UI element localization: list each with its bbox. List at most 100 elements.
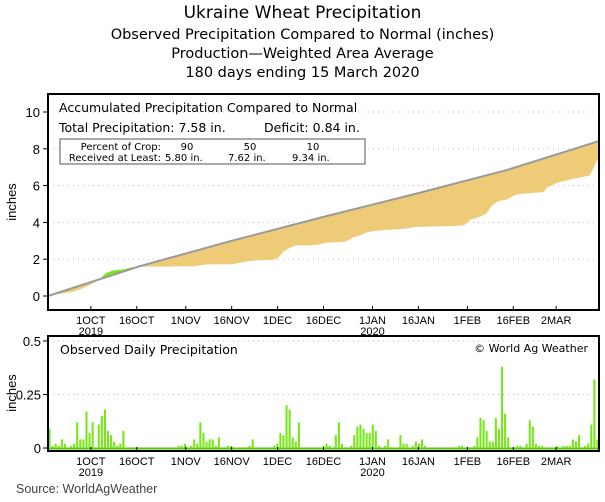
chart-title: Ukraine Wheat Precipitation (183, 3, 422, 23)
daily-bar (328, 445, 331, 448)
daily-bar (214, 445, 217, 448)
daily-bar (279, 433, 282, 448)
source-attribution: Source: WorldAgWeather (16, 482, 158, 496)
daily-bar (73, 443, 76, 448)
daily-bar (537, 445, 541, 448)
daily-bar (82, 439, 85, 448)
daily-bar (371, 424, 374, 448)
daily-bar (473, 445, 476, 448)
daily-bar (205, 441, 208, 448)
top-y-axis: 0 2 4 6 8 10 (26, 105, 48, 304)
x-tick-label: 16FEB (496, 456, 530, 468)
amount-10: 9.34 in. (292, 153, 330, 164)
daily-bar (571, 439, 574, 448)
top-y-axis-label: inches (4, 183, 19, 221)
daily-bar (562, 445, 565, 448)
daily-bar (119, 443, 122, 448)
daily-bar (399, 435, 402, 448)
total-value: 7.58 in. (179, 120, 226, 135)
bottom-y-axis-label: inches (4, 374, 19, 412)
x-tick-label: 16DEC (306, 315, 342, 327)
daily-bar (110, 435, 113, 448)
total-precipitation: Total Precipitation: 7.58 in. (58, 120, 226, 135)
daily-bar (285, 405, 288, 448)
daily-bar (482, 420, 485, 448)
daily-bar (88, 433, 91, 448)
daily-bar (541, 445, 544, 448)
daily-bar (457, 445, 460, 448)
daily-bar (199, 422, 202, 448)
daily-bar (193, 439, 196, 448)
x-tick-label: 1OCT (76, 456, 106, 468)
y-tick-label: 0.25 (16, 388, 41, 403)
daily-bar (230, 445, 233, 448)
daily-bar (251, 439, 254, 448)
daily-bar (556, 445, 559, 448)
daily-bar (362, 428, 365, 448)
daily-bar (479, 418, 482, 448)
daily-bar (273, 445, 276, 448)
daily-bar (196, 443, 199, 448)
x-tick-label: 1NOV (171, 456, 202, 468)
daily-bar (282, 435, 285, 448)
daily-bar (596, 439, 599, 448)
daily-bar (411, 445, 414, 448)
daily-bar (424, 445, 427, 448)
daily-bar (208, 439, 211, 448)
daily-bar (113, 441, 116, 448)
x-tick-label: 16JAN (402, 315, 435, 327)
daily-bar (593, 379, 596, 448)
percent-of-crop-label: Percent of Crop: (81, 142, 161, 153)
daily-bar (294, 441, 297, 448)
daily-bar (54, 443, 57, 448)
deficit-summary: Deficit: 0.84 in. (264, 120, 360, 135)
x-tick-label: 1NOV (171, 315, 202, 327)
y-tick-label: 0 (34, 441, 41, 456)
deficit-area (48, 141, 599, 296)
daily-bar (516, 445, 519, 448)
x-tick-label: 1DEC (263, 315, 292, 327)
daily-bar (368, 433, 371, 448)
daily-bar (190, 445, 193, 448)
daily-bar (106, 430, 110, 448)
daily-bar (248, 445, 251, 448)
percent-90: 90 (181, 142, 194, 153)
daily-bar (374, 430, 377, 448)
x-tick-label: 1FEB (454, 456, 482, 468)
daily-bars (48, 366, 599, 450)
x-tick-label: 1FEB (454, 315, 482, 327)
daily-bar (297, 422, 300, 448)
daily-bar (414, 441, 417, 448)
daily-bar (337, 422, 340, 448)
daily-bar (590, 424, 593, 448)
x-tick-label: 1JAN (359, 456, 386, 468)
deficit-value: 0.84 in. (313, 120, 360, 135)
x-tick-label: 16NOV (214, 456, 251, 468)
x-tick-label: 2MAR (541, 315, 572, 327)
daily-bar (531, 426, 534, 448)
daily-bar (76, 422, 79, 448)
daily-bar (70, 445, 73, 448)
x-tick-label: 2MAR (541, 456, 572, 468)
total-label: Total Precipitation: (58, 120, 175, 135)
x-tick-year: 2019 (79, 467, 103, 479)
daily-bar (227, 445, 230, 448)
daily-bar (534, 443, 537, 448)
x-tick-label: 1OCT (76, 315, 106, 327)
daily-bar (217, 437, 220, 448)
daily-bar (85, 411, 88, 448)
percentile-table: Percent of Crop: Received at Least: 90 5… (69, 142, 330, 164)
daily-bar (501, 366, 504, 448)
daily-bar (353, 435, 356, 448)
y-tick-label: 10 (26, 105, 40, 120)
daily-bar (48, 428, 51, 448)
chart-subtitle-3: 180 days ending 15 March 2020 (185, 65, 420, 81)
daily-bar (405, 443, 408, 448)
daily-bar (365, 433, 368, 448)
daily-bar (587, 443, 590, 448)
x-tick-year: 2020 (360, 467, 384, 479)
accumulated-title: Accumulated Precipitation Compared to No… (59, 100, 357, 115)
daily-bar (51, 445, 54, 448)
